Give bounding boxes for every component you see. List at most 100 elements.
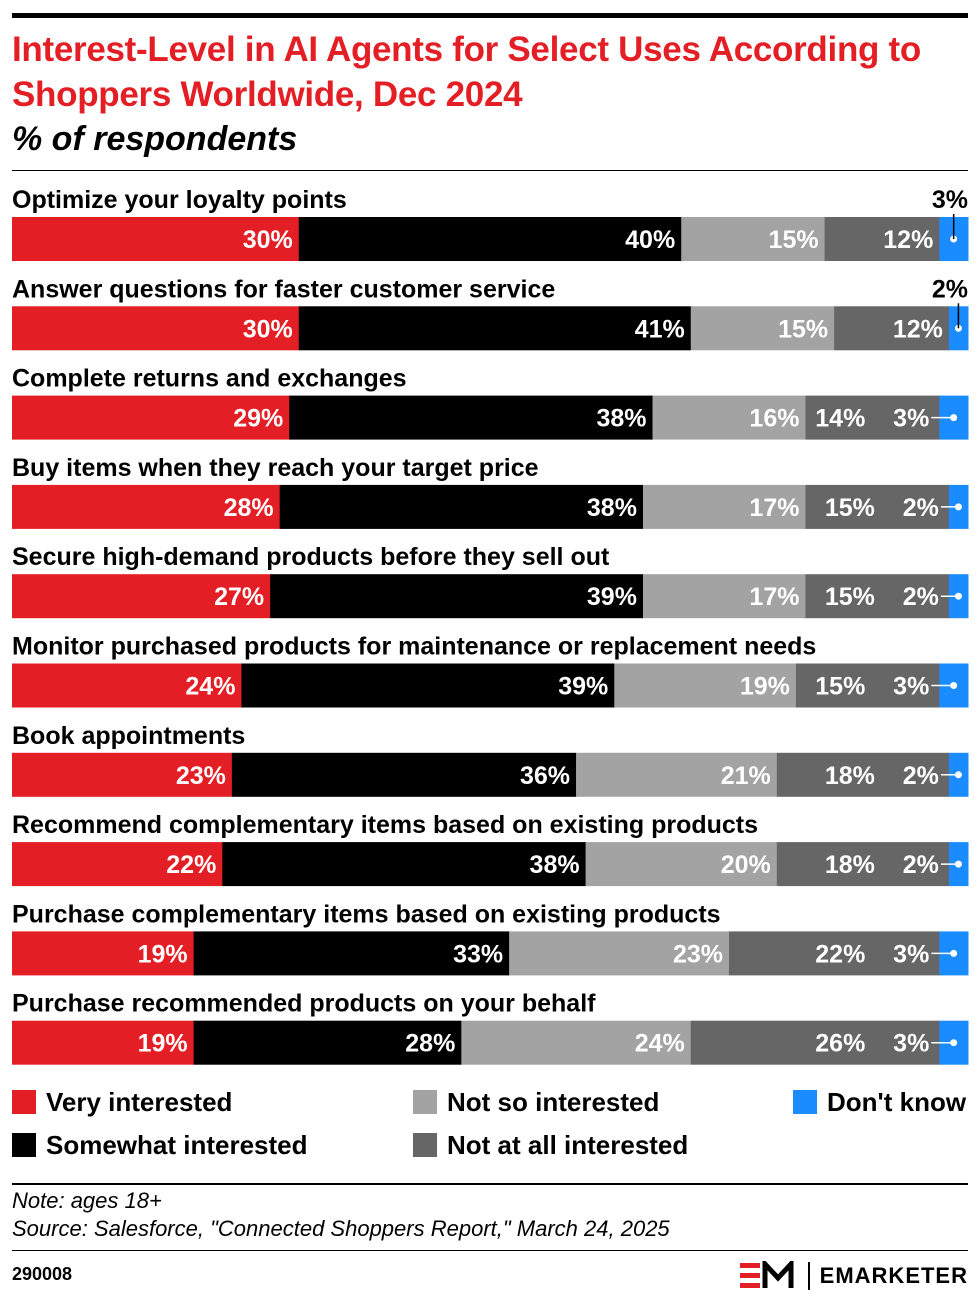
bar-segment-very-interested bbox=[12, 306, 300, 351]
bar-segment-very-interested bbox=[12, 217, 300, 261]
bar-segment-not-at-all-interested bbox=[776, 752, 950, 797]
chart-note: Note: ages 18+ bbox=[12, 1188, 162, 1213]
data-label-dont-know: 3% bbox=[893, 673, 929, 701]
legend-swatch-very-interested bbox=[12, 1090, 36, 1114]
bar-segment-not-at-all-interested bbox=[834, 306, 950, 351]
bar-segment-somewhat-interested bbox=[193, 1020, 462, 1065]
data-label-not-so-interested: 19% bbox=[740, 673, 790, 701]
data-label-somewhat-interested: 28% bbox=[405, 1030, 455, 1058]
data-label-somewhat-interested: 39% bbox=[587, 583, 637, 611]
category-label: Optimize your loyalty points bbox=[12, 186, 347, 214]
data-label-very-interested: 22% bbox=[166, 851, 216, 879]
legend-swatch-dont-know bbox=[793, 1090, 817, 1114]
legend-swatch-not-at-all-interested bbox=[413, 1133, 437, 1157]
legend-label-somewhat-interested: Somewhat interested bbox=[46, 1129, 308, 1160]
data-label-very-interested: 19% bbox=[138, 940, 188, 968]
bar-segment-somewhat-interested bbox=[241, 663, 615, 708]
data-label-not-so-interested: 20% bbox=[721, 851, 771, 879]
category-label: Answer questions for faster customer ser… bbox=[12, 275, 555, 303]
data-label-not-so-interested: 21% bbox=[721, 762, 771, 790]
data-label-dont-know: 2% bbox=[903, 762, 939, 790]
bar-segment-somewhat-interested bbox=[298, 306, 692, 351]
stacked-bar-chart: Optimize your loyalty points 30% 40% 15% 12%… bbox=[12, 186, 969, 1065]
data-label-very-interested: 30% bbox=[243, 226, 293, 254]
emarketer-logo-icon bbox=[739, 1261, 794, 1288]
bar-segment-not-so-interested bbox=[690, 306, 835, 351]
data-label-somewhat-interested: 41% bbox=[635, 315, 685, 343]
bar-segment-not-so-interested bbox=[614, 663, 797, 708]
legend: Very interested Somewhat interested Not … bbox=[0, 1082, 980, 1172]
data-label-not-at-all-interested: 18% bbox=[825, 762, 875, 790]
legend-item-very-interested: Very interested bbox=[12, 1086, 233, 1117]
legend-label-dont-know: Don't know bbox=[827, 1086, 967, 1117]
bar-segment-not-so-interested bbox=[576, 752, 778, 797]
data-label-not-at-all-interested: 26% bbox=[815, 1030, 865, 1058]
legend-swatch-not-so-interested bbox=[413, 1090, 437, 1114]
bar-segment-very-interested bbox=[12, 663, 242, 708]
bar-segment-very-interested bbox=[12, 752, 233, 797]
bar-segment-not-so-interested bbox=[681, 217, 826, 261]
data-label-not-so-interested: 16% bbox=[749, 405, 799, 433]
bar-segment-somewhat-interested bbox=[231, 752, 577, 797]
data-label-somewhat-interested: 40% bbox=[625, 226, 675, 254]
data-label-not-so-interested: 23% bbox=[673, 940, 723, 968]
bar-segment-very-interested bbox=[12, 931, 195, 976]
data-label-dont-know: 3% bbox=[932, 186, 968, 214]
brand-lockup: EMARKETER bbox=[739, 1260, 968, 1292]
bar-segment-somewhat-interested bbox=[193, 931, 510, 976]
chart-title: Interest-Level in AI Agents for Select U… bbox=[12, 30, 921, 114]
bar-segment-very-interested bbox=[12, 842, 223, 887]
bar-segment-not-so-interested bbox=[642, 574, 806, 619]
data-label-somewhat-interested: 39% bbox=[558, 673, 608, 701]
footer-divider bbox=[12, 1183, 968, 1185]
data-label-very-interested: 24% bbox=[185, 673, 235, 701]
brand-divider bbox=[807, 1262, 810, 1290]
data-label-not-at-all-interested: 12% bbox=[893, 315, 943, 343]
data-label-dont-know: 2% bbox=[903, 851, 939, 879]
data-label-very-interested: 19% bbox=[138, 1030, 188, 1058]
bar-segment-not-at-all-interested bbox=[805, 484, 950, 529]
bottom-divider bbox=[12, 1250, 968, 1251]
data-label-dont-know: 3% bbox=[893, 405, 929, 433]
bar-segment-very-interested bbox=[12, 1020, 195, 1065]
category-label: Purchase recommended products on your be… bbox=[12, 990, 596, 1018]
data-label-not-so-interested: 15% bbox=[778, 315, 828, 343]
data-label-not-so-interested: 17% bbox=[749, 583, 799, 611]
top-rule bbox=[12, 13, 968, 18]
data-label-dont-know: 2% bbox=[932, 275, 968, 303]
data-label-not-so-interested: 15% bbox=[769, 226, 819, 254]
bar-segment-somewhat-interested bbox=[289, 395, 654, 440]
category-label: Book appointments bbox=[12, 722, 245, 750]
category-label: Secure high-demand products before they … bbox=[12, 543, 610, 571]
legend-label-very-interested: Very interested bbox=[46, 1086, 233, 1117]
data-label-somewhat-interested: 36% bbox=[520, 762, 570, 790]
chart-source: Source: Salesforce, "Connected Shoppers … bbox=[12, 1216, 670, 1241]
bar-segment-very-interested bbox=[12, 395, 290, 440]
bar-segment-not-at-all-interested bbox=[805, 395, 940, 440]
brand-name: EMARKETER bbox=[819, 1263, 968, 1288]
data-label-not-so-interested: 24% bbox=[635, 1030, 685, 1058]
bar-segment-somewhat-interested bbox=[298, 217, 682, 261]
data-label-not-at-all-interested: 15% bbox=[815, 673, 865, 701]
legend-item-not-so-interested: Not so interested bbox=[413, 1086, 660, 1117]
bar-segment-not-at-all-interested bbox=[824, 217, 940, 261]
bar-segment-not-at-all-interested bbox=[805, 574, 950, 619]
category-label: Complete returns and exchanges bbox=[12, 365, 407, 393]
legend-label-not-so-interested: Not so interested bbox=[447, 1086, 660, 1117]
data-label-very-interested: 29% bbox=[233, 405, 283, 433]
bar-segment-not-so-interested bbox=[652, 395, 806, 440]
bar-segment-not-at-all-interested bbox=[690, 1020, 940, 1065]
bar-segment-not-so-interested bbox=[461, 1020, 692, 1065]
bar-segment-very-interested bbox=[12, 574, 271, 619]
data-label-dont-know: 2% bbox=[903, 583, 939, 611]
header-divider bbox=[12, 170, 968, 171]
bar-segment-not-so-interested bbox=[509, 931, 730, 976]
data-label-dont-know: 3% bbox=[893, 1030, 929, 1058]
chart-id: 290008 bbox=[12, 1264, 73, 1284]
legend-label-not-at-all-interested: Not at all interested bbox=[447, 1129, 689, 1160]
data-label-dont-know: 2% bbox=[903, 494, 939, 522]
category-label: Monitor purchased products for maintenan… bbox=[12, 633, 816, 661]
bar-segment-somewhat-interested bbox=[270, 574, 644, 619]
data-label-very-interested: 28% bbox=[224, 494, 274, 522]
bar-segment-not-at-all-interested bbox=[729, 931, 940, 976]
